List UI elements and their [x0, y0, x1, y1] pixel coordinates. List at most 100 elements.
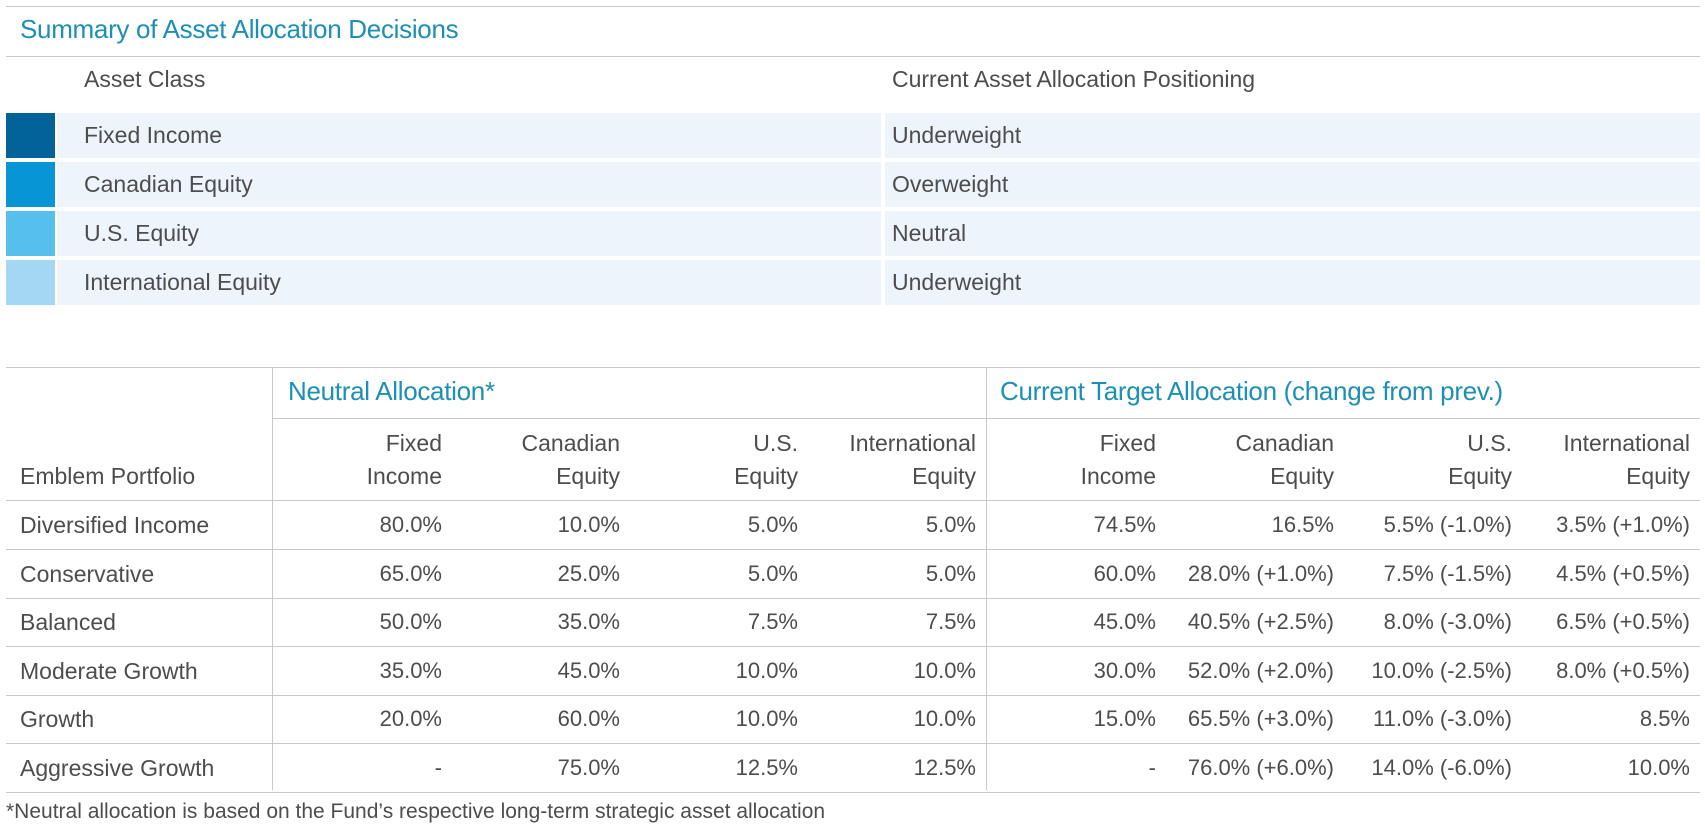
- asset-class-cell: Fixed Income: [57, 113, 881, 158]
- allocation-value: 12.5%: [913, 754, 976, 780]
- allocation-value: 10.0%: [913, 657, 976, 683]
- allocation-value: -: [1148, 754, 1156, 780]
- allocation-value: 10.0%: [1627, 754, 1690, 780]
- asset-class-label: Canadian Equity: [84, 171, 253, 197]
- allocation-value: 5.0%: [925, 512, 976, 537]
- allocation-value: 10.0%: [735, 657, 798, 683]
- allocation-value: 7.5%: [747, 609, 798, 634]
- top-rule: [6, 6, 1700, 7]
- row-rule: [6, 549, 1700, 550]
- column-header-line1: Canadian: [521, 430, 620, 456]
- allocation-value: 10.0%: [913, 706, 976, 731]
- table-row: Balanced 50.0% 35.0% 7.5% 7.5% 45.0% 40.5% (+2…: [6, 598, 1700, 646]
- column-header: U.S. Equity: [628, 427, 798, 493]
- asset-class-cell: U.S. Equity: [57, 211, 881, 256]
- allocation-value: 5.0%: [747, 560, 798, 586]
- column-header-line2: Equity: [1448, 463, 1512, 489]
- table-row: Moderate Growth 35.0% 45.0% 10.0% 10.0% 30.0%…: [6, 647, 1700, 695]
- neutral-allocation-title: Neutral Allocation*: [288, 376, 495, 406]
- allocation-value: 8.0% (+0.5%): [1556, 657, 1690, 683]
- positioning-cell: Neutral: [885, 211, 1700, 256]
- allocation-value: 45.0%: [557, 657, 620, 683]
- allocation-value: 3.5% (+1.0%): [1556, 512, 1690, 537]
- column-header-line1: International: [849, 430, 976, 456]
- positioning-label: Overweight: [892, 171, 1009, 197]
- allocation-value: 5.5% (-1.0%): [1383, 512, 1512, 537]
- color-swatch: [6, 162, 55, 207]
- column-header-line2: Equity: [734, 463, 798, 489]
- positioning-label: Underweight: [892, 269, 1022, 295]
- summary-row: Fixed Income Underweight: [6, 113, 1700, 158]
- divider-groups: [986, 367, 987, 790]
- allocation-value: 76.0% (+6.0%): [1187, 754, 1334, 780]
- asset-class-label: Fixed Income: [84, 122, 223, 148]
- column-header: International Equity: [806, 427, 976, 493]
- positioning-cell: Underweight: [885, 113, 1700, 158]
- color-swatch: [6, 260, 55, 305]
- positioning-cell: Overweight: [885, 162, 1700, 207]
- allocation-value: 7.5% (-1.5%): [1383, 560, 1512, 586]
- column-header-line1: Fixed: [1099, 430, 1156, 456]
- allocation-value: 40.5% (+2.5%): [1187, 609, 1334, 634]
- allocation-value: 8.5%: [1639, 706, 1690, 731]
- row-rule: [6, 646, 1700, 647]
- column-header-line1: Fixed: [385, 430, 442, 456]
- summary-row: Canadian Equity Overweight: [6, 162, 1700, 207]
- table-row: Growth 20.0% 60.0% 10.0% 10.0% 15.0% 65.5% (+3…: [6, 695, 1700, 743]
- column-header: International Equity: [1520, 427, 1690, 493]
- column-header-line2: Equity: [556, 463, 620, 489]
- column-header-line2: Equity: [1626, 463, 1690, 489]
- allocation-value: 8.0% (-3.0%): [1383, 609, 1512, 634]
- table-top-rule: [6, 367, 1700, 368]
- allocation-value: 65.0%: [379, 560, 442, 586]
- allocation-value: 60.0%: [557, 706, 620, 731]
- asset-class-cell: Canadian Equity: [57, 162, 881, 207]
- allocation-value: 10.0%: [557, 512, 620, 537]
- allocation-value: 14.0% (-6.0%): [1371, 754, 1512, 780]
- column-header: Canadian Equity: [1164, 427, 1334, 493]
- summary-title: Summary of Asset Allocation Decisions: [20, 14, 459, 44]
- allocation-value: 6.5% (+0.5%): [1556, 609, 1690, 634]
- allocation-value: 35.0%: [379, 657, 442, 683]
- column-header: Fixed Income: [986, 427, 1156, 493]
- column-header-line2: Income: [366, 463, 442, 489]
- asset-class-cell: International Equity: [57, 260, 881, 305]
- portfolio-name: Aggressive Growth: [20, 754, 215, 781]
- column-header: Canadian Equity: [450, 427, 620, 493]
- allocation-value: 16.5%: [1271, 512, 1334, 537]
- row-rule: [6, 743, 1700, 744]
- positioning-header: Current Asset Allocation Positioning: [892, 66, 1256, 92]
- allocation-value: 4.5% (+0.5%): [1556, 560, 1690, 586]
- summary-row: U.S. Equity Neutral: [6, 211, 1700, 256]
- allocation-value: 10.0%: [735, 706, 798, 731]
- row-rule: [6, 598, 1700, 599]
- column-header-line2: Equity: [912, 463, 976, 489]
- portfolio-name: Balanced: [20, 609, 116, 635]
- allocation-value: 74.5%: [1093, 512, 1156, 537]
- column-header: Fixed Income: [272, 427, 442, 493]
- allocation-value: 60.0%: [1093, 560, 1156, 586]
- positioning-cell: Underweight: [885, 260, 1700, 305]
- allocation-value: 28.0% (+1.0%): [1187, 560, 1334, 586]
- portfolio-name: Diversified Income: [20, 512, 210, 538]
- allocation-value: 45.0%: [1093, 609, 1156, 634]
- allocation-value: 5.0%: [925, 560, 976, 586]
- portfolio-name: Conservative: [20, 560, 155, 587]
- portfolio-name: Moderate Growth: [20, 657, 198, 684]
- allocation-value: 50.0%: [379, 609, 442, 634]
- emblem-portfolio-header: Emblem Portfolio: [20, 463, 196, 489]
- allocation-value: 7.5%: [925, 609, 976, 634]
- asset-class-header: Asset Class: [84, 66, 206, 92]
- column-header-line1: U.S.: [1467, 430, 1512, 456]
- table-row: Diversified Income 80.0% 10.0% 5.0% 5.0% 74.5…: [6, 501, 1700, 549]
- allocation-value: 75.0%: [557, 754, 620, 780]
- column-header-line1: International: [1563, 430, 1690, 456]
- allocation-value: 12.5%: [735, 754, 798, 780]
- color-swatch: [6, 211, 55, 256]
- allocation-value: 52.0% (+2.0%): [1187, 657, 1334, 683]
- portfolio-name: Growth: [20, 706, 95, 732]
- allocation-value: 20.0%: [379, 706, 442, 731]
- asset-class-label: U.S. Equity: [84, 220, 200, 246]
- row-rule: [6, 792, 1700, 793]
- table-row: Aggressive Growth - 75.0% 12.5% 12.5% - 76.0% …: [6, 744, 1700, 792]
